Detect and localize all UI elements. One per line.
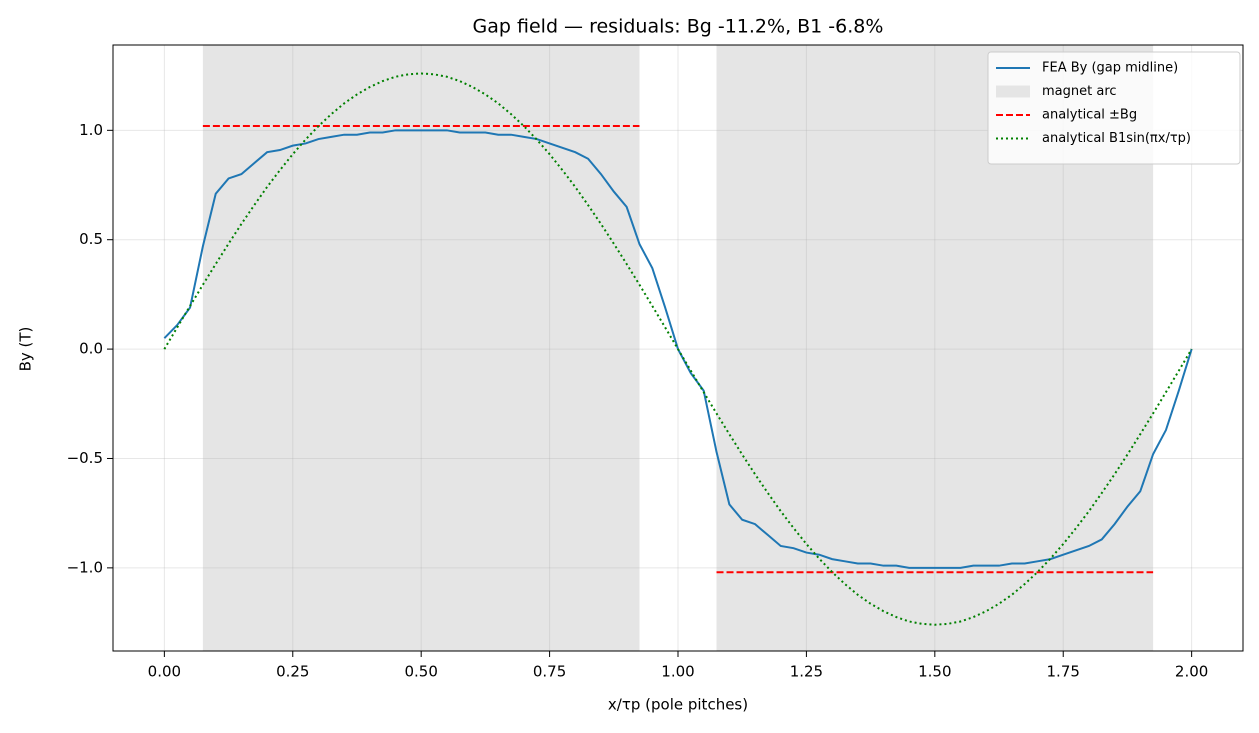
y-tick-label: −1.0 [67,558,103,576]
x-tick-label: 0.50 [404,663,437,681]
x-tick-label: 1.00 [661,663,694,681]
chart-title: Gap field — residuals: Bg -11.2%, B1 -6.… [473,16,884,38]
series-line [163,72,1193,626]
x-tick-label: 0.25 [276,663,309,681]
plot-frame [112,44,1244,652]
series-line [202,124,1154,574]
legend-label: FEA By (gap midline) [1042,61,1178,76]
legend-box [987,51,1241,165]
y-axis-label: By (T) [17,327,35,372]
magnet-arc [202,45,640,651]
x-axis-label: x/τp (pole pitches) [608,696,748,714]
x-tick-label: 2.00 [1175,663,1208,681]
legend-swatch [996,85,1030,98]
x-tick-label: 0.00 [148,663,181,681]
x-tick-label: 0.75 [533,663,566,681]
legend-label: analytical ±Bg [1042,108,1137,123]
y-tick-label: −0.5 [67,449,103,467]
legend-label: magnet arc [1042,84,1117,99]
y-tick-label: 0.0 [79,340,103,358]
x-tick-label: 1.75 [1047,663,1080,681]
y-tick-label: 0.5 [79,230,103,248]
legend-label: analytical B1sin(πx/τp) [1042,131,1191,146]
x-tick-label: 1.50 [918,663,951,681]
y-tick-label: 1.0 [79,121,103,139]
x-tick-label: 1.25 [790,663,823,681]
